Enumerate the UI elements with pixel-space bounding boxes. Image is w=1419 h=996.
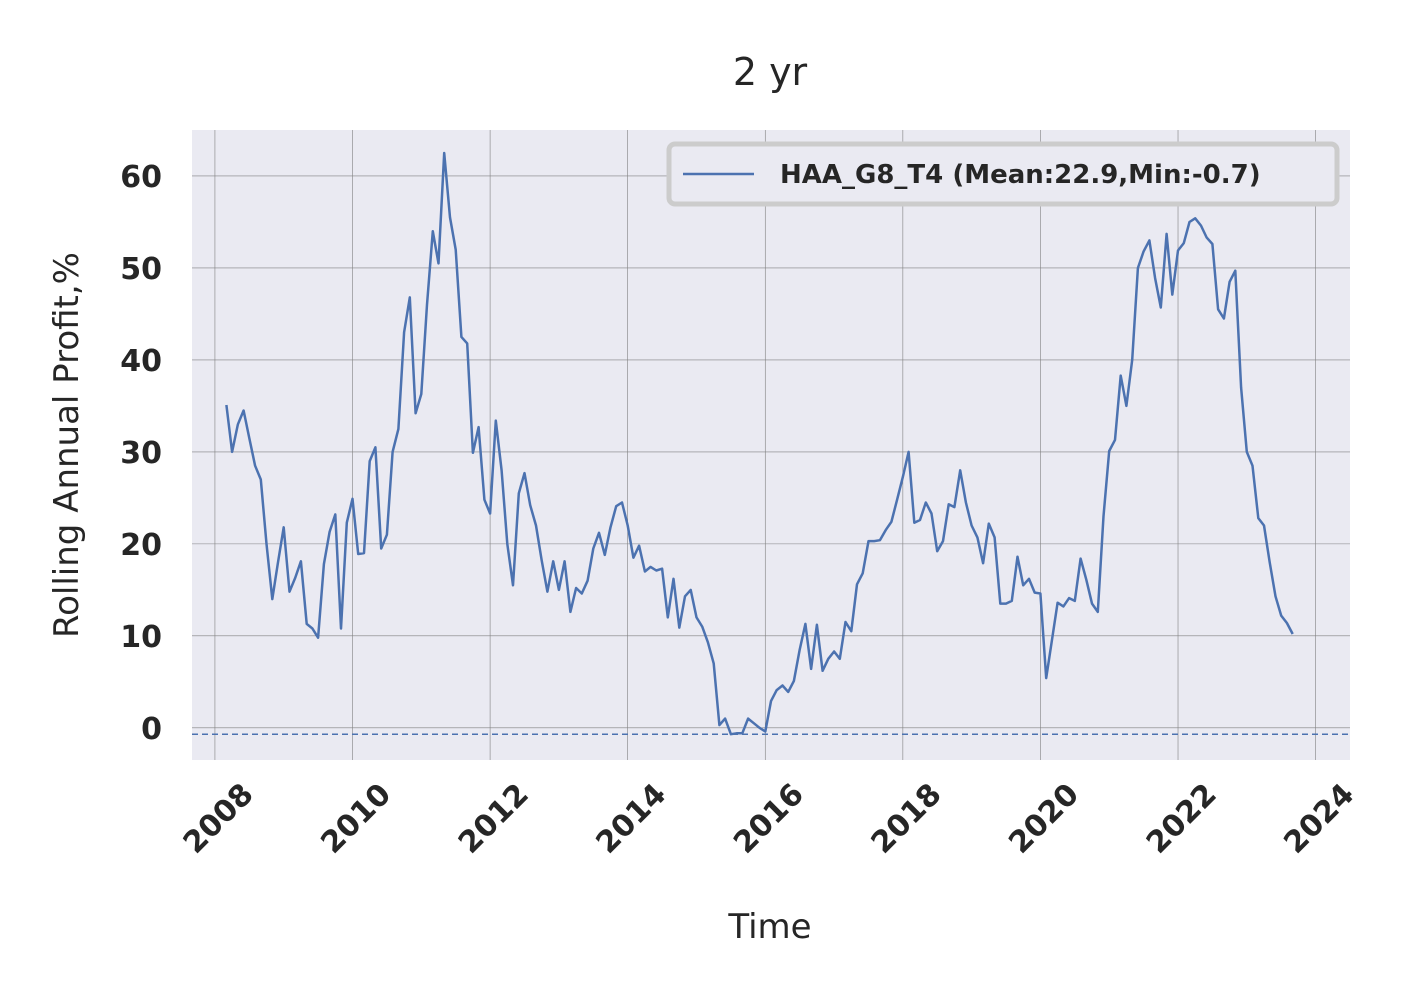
legend-box (666, 141, 1340, 207)
y-axis-label: Rolling Annual Profit,% (47, 252, 87, 638)
x-tick-label: 2020 (1002, 777, 1086, 861)
x-tick-label: 2024 (1277, 777, 1361, 861)
series-line (225, 151, 1294, 736)
x-tick-labels: 2008 2010 2012 2014 2016 2018 2020 2022 2024 (177, 777, 1361, 861)
legend-entry-label: HAA_G8_T4 (Mean:22.9,Min:-0.7) (780, 160, 1261, 190)
y-tick-labels: 0 10 20 30 40 50 60 (120, 160, 162, 747)
x-tick-label: 2018 (865, 777, 949, 861)
x-tick-label: 2012 (452, 777, 536, 861)
x-tick-label: 2014 (590, 777, 674, 861)
legend: HAA_G8_T4 (Mean:22.9,Min:-0.7) (666, 141, 1340, 207)
x-tick-label: 2022 (1140, 777, 1224, 861)
x-tick-label: 2016 (727, 777, 811, 861)
y-tick-label: 0 (141, 712, 162, 747)
y-tick-label: 40 (120, 344, 162, 379)
chart-title: 2 yr (733, 50, 808, 94)
y-tick-label: 50 (120, 252, 162, 287)
y-tick-label: 20 (120, 528, 162, 563)
x-tick-label: 2008 (177, 777, 261, 861)
y-tick-label: 10 (120, 620, 162, 655)
grid-lines (192, 130, 1350, 760)
x-tick-label: 2010 (314, 777, 398, 861)
series-group (225, 151, 1294, 736)
y-tick-label: 60 (120, 160, 162, 195)
x-axis-label: Time (727, 907, 811, 947)
plot-background (192, 130, 1350, 760)
y-tick-label: 30 (120, 436, 162, 471)
